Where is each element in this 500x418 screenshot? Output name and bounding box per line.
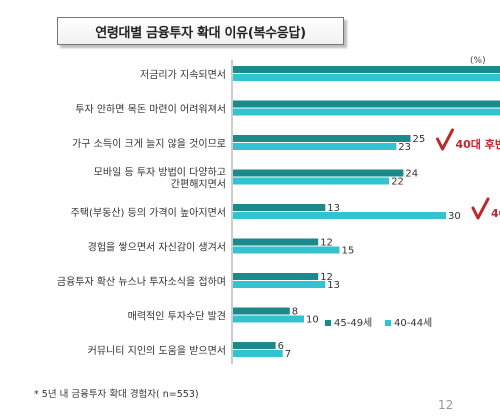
category-label: 주택(부동산) 등의 가격이 높아지면서 [71, 206, 226, 219]
category-label: 저금리가 지속되면서 [140, 69, 226, 81]
category-label: 투자 안하면 목돈 마련이 어려워져서 [75, 103, 226, 116]
bar [233, 342, 276, 349]
bar [233, 212, 446, 219]
bar [233, 143, 397, 150]
bar [233, 238, 319, 246]
category-label: 매력적인 투자수단 발견 [128, 311, 226, 323]
bar [233, 281, 326, 288]
data-label: 8 [292, 307, 298, 318]
data-label: 12 [320, 238, 333, 249]
data-label: 6 [278, 341, 284, 352]
annotation-label: 40대 후반 [456, 137, 500, 151]
bar [233, 315, 304, 323]
bar [233, 135, 411, 142]
bar [233, 307, 290, 315]
legend-swatch [385, 320, 391, 326]
data-label: 13 [327, 203, 340, 214]
category-label: 가구 소득이 크게 늘지 않을 것이므로 [72, 138, 226, 150]
data-label: 30 [448, 211, 461, 222]
annotation-label: 40대 초중반 [491, 206, 500, 220]
bar [233, 350, 283, 357]
category-label: 간편해지면서 [171, 178, 226, 191]
legend-label: 45-49세 [334, 317, 372, 329]
page-number: 12 [438, 398, 454, 412]
footnote: * 5년 내 금융투자 확대 경험자( n=553) [34, 389, 199, 400]
bar [233, 108, 500, 116]
data-label: 10 [306, 315, 319, 326]
legend-swatch [325, 320, 331, 326]
legend-label: 40-44세 [394, 317, 432, 329]
data-label: 22 [391, 177, 404, 188]
bar [233, 204, 326, 211]
unit-label: (%) [470, 56, 486, 66]
bar [233, 246, 340, 254]
category-label: 모바일 등 투자 방법이 다양하고 [94, 166, 226, 179]
data-label: 25 [413, 134, 426, 145]
chart-title: 연령대별 금융투자 확대 이유(복수응답) [57, 17, 344, 45]
data-label: 24 [405, 169, 418, 180]
data-label: 12 [320, 272, 333, 283]
bar [233, 169, 404, 177]
category-label: 경험을 쌓으면서 자신감이 생겨서 [88, 241, 226, 254]
data-label: 15 [342, 246, 355, 257]
bar [233, 177, 390, 185]
bar [233, 100, 500, 108]
category-label: 커뮤니티 지인의 도움을 받으면서 [88, 345, 226, 357]
bar [233, 273, 319, 280]
category-label: 금융투자 확산 뉴스나 투자소식을 접하며 [57, 275, 226, 288]
bar [233, 74, 500, 81]
bar [233, 66, 500, 73]
data-label: 13 [327, 280, 340, 291]
data-label: 7 [285, 349, 291, 360]
data-label: 23 [398, 142, 411, 153]
checkmark-icon [436, 128, 454, 151]
checkmark-icon [471, 197, 490, 220]
